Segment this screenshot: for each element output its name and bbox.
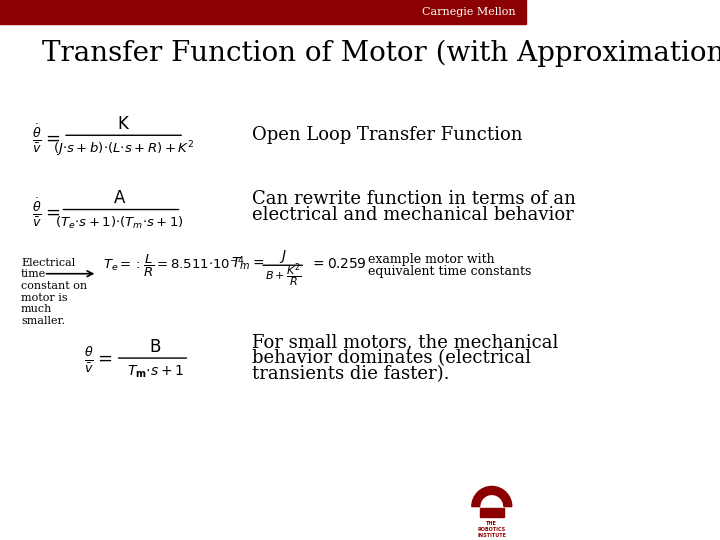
Text: $\frac{\theta}{\bar{v}}=$: $\frac{\theta}{\bar{v}}=$ [84, 346, 113, 375]
Text: Can rewrite function in terms of an: Can rewrite function in terms of an [253, 190, 576, 208]
Text: $(J{\cdot}s+b){\cdot}(L{\cdot}s+R)+K^2$: $(J{\cdot}s+b){\cdot}(L{\cdot}s+R)+K^2$ [53, 140, 194, 159]
Text: $T_m=$: $T_m=$ [231, 255, 264, 272]
Text: transients die faster).: transients die faster). [253, 365, 450, 383]
Text: equivalent time constants: equivalent time constants [368, 265, 531, 278]
Text: much: much [21, 304, 53, 314]
Text: $\left(T_e{\cdot}s+1\right){\cdot}\left(T_m{\cdot}s+1\right)$: $\left(T_e{\cdot}s+1\right){\cdot}\left(… [55, 215, 184, 231]
Text: electrical and mechanical behavior: electrical and mechanical behavior [253, 206, 575, 224]
Text: example motor with: example motor with [368, 253, 495, 266]
Text: Carnegie Mellon: Carnegie Mellon [422, 6, 516, 17]
Text: $\frac{\dot{\theta}}{\bar{v}}=$: $\frac{\dot{\theta}}{\bar{v}}=$ [32, 122, 60, 154]
Text: $\frac{\dot{\theta}}{\bar{v}}=$: $\frac{\dot{\theta}}{\bar{v}}=$ [32, 195, 60, 229]
Text: $T_{\mathbf{m}}{\cdot}s+1$: $T_{\mathbf{m}}{\cdot}s+1$ [127, 363, 184, 380]
Text: $J$: $J$ [279, 248, 287, 265]
Text: $B+\dfrac{K^2}{R}$: $B+\dfrac{K^2}{R}$ [265, 262, 301, 290]
Text: smaller.: smaller. [21, 316, 66, 326]
Text: $T_e=:\dfrac{L}{R}=8.511{\cdot}10^{-4}$: $T_e=:\dfrac{L}{R}=8.511{\cdot}10^{-4}$ [102, 253, 244, 279]
Text: $=0.259$: $=0.259$ [310, 256, 366, 271]
Text: constant on: constant on [21, 281, 87, 291]
Text: $\mathrm{B}$: $\mathrm{B}$ [149, 339, 161, 356]
Wedge shape [472, 487, 512, 507]
Text: $\mathrm{K}$: $\mathrm{K}$ [117, 116, 130, 133]
Text: behavior dominates (electrical: behavior dominates (electrical [253, 349, 531, 367]
Bar [0, 0, 526, 24]
Text: Electrical: Electrical [21, 258, 76, 268]
Text: Transfer Function of Motor (with Approximations): Transfer Function of Motor (with Approxi… [42, 39, 720, 67]
Text: $\mathrm{A}$: $\mathrm{A}$ [113, 191, 127, 207]
Text: For small motors, the mechanical: For small motors, the mechanical [253, 333, 559, 351]
Bar [480, 508, 504, 517]
Text: THE
ROBOTICS
INSTITUTE: THE ROBOTICS INSTITUTE [477, 522, 506, 538]
Text: Open Loop Transfer Function: Open Loop Transfer Function [253, 126, 523, 144]
Text: time: time [21, 269, 46, 279]
Text: motor is: motor is [21, 293, 68, 302]
